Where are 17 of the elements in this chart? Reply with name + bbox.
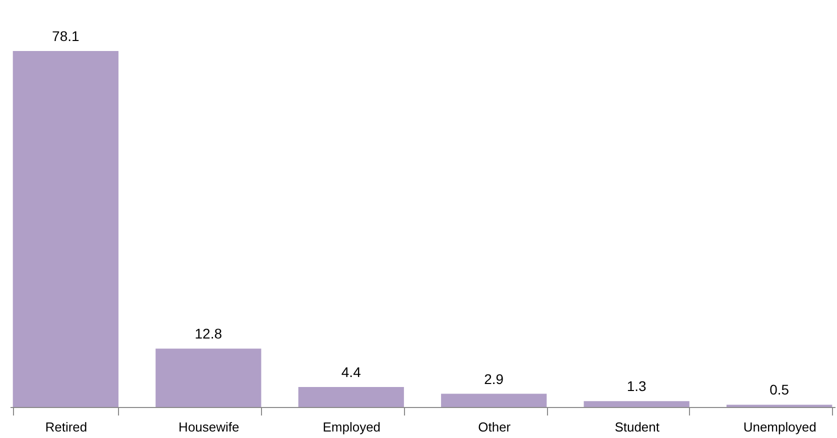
data-label: 4.4 — [341, 364, 362, 380]
data-label: 12.8 — [194, 326, 222, 342]
x-tick-label: Housewife — [178, 420, 240, 434]
x-tick-label: Employed — [322, 420, 381, 434]
data-label: 2.9 — [484, 370, 504, 387]
x-tick-label: Other — [478, 420, 512, 434]
bar — [441, 394, 547, 407]
bar — [584, 401, 690, 407]
data-label: 78.1 — [52, 28, 80, 44]
bar — [12, 51, 118, 407]
data-label: 0.5 — [770, 382, 790, 398]
data-label: 1.3 — [626, 378, 647, 394]
x-tick-label: Student — [614, 420, 660, 434]
bar — [156, 348, 262, 407]
bar — [298, 386, 404, 407]
x-tick-label: Retired — [45, 420, 88, 434]
x-tick-label: Unemployed — [743, 420, 816, 434]
